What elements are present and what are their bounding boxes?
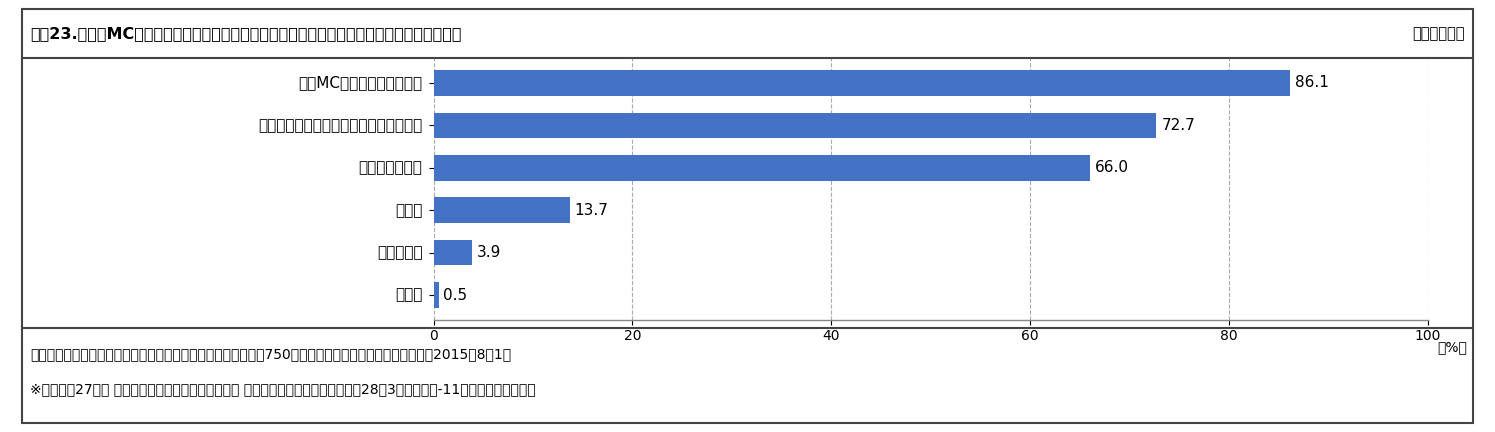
Text: 図表23.　地域MC協議会への参加に向けた課題（消防機関以外に所属する救急救命士の参加）: 図表23. 地域MC協議会への参加に向けた課題（消防機関以外に所属する救急救命士… (30, 26, 462, 41)
Text: その他: その他 (395, 203, 423, 218)
Text: 地域MC協議会関係者の理解: 地域MC協議会関係者の理解 (299, 76, 423, 90)
Bar (434, 113, 1156, 138)
Text: 66.0: 66.0 (1094, 160, 1129, 175)
Text: （%）: （%） (1438, 340, 1468, 355)
Bar (434, 283, 438, 308)
Text: ＊　救急救命体制の整備・充実に関するアンケート調査（全国750消防本部に対する全数調査）　基準日2015年8月1日: ＊ 救急救命体制の整備・充実に関するアンケート調査（全国750消防本部に対する全… (30, 347, 511, 361)
Text: ※　「平成27年度 救急業務のあり方に関する検討会 報告書」（総務省消防庁，平成28年3月）図表１-11をもとに，筆者作成: ※ 「平成27年度 救急業務のあり方に関する検討会 報告書」（総務省消防庁，平成… (30, 382, 535, 396)
Text: 費用面での負担: 費用面での負担 (359, 160, 423, 175)
Bar (434, 197, 570, 223)
Text: 3.9: 3.9 (477, 245, 502, 260)
Text: 無回答: 無回答 (395, 288, 423, 302)
Bar (434, 155, 1090, 181)
Text: 13.7: 13.7 (574, 203, 608, 218)
Text: 当該救急救命士が所属する機関の信頼性: 当該救急救命士が所属する機関の信頼性 (259, 118, 423, 133)
Bar (434, 240, 472, 265)
Bar (434, 70, 1290, 95)
Text: （複数回答）: （複数回答） (1413, 26, 1465, 41)
Text: 0.5: 0.5 (444, 288, 468, 302)
Text: 課題はない: 課題はない (377, 245, 423, 260)
Text: 72.7: 72.7 (1162, 118, 1195, 133)
Text: 86.1: 86.1 (1295, 76, 1329, 90)
